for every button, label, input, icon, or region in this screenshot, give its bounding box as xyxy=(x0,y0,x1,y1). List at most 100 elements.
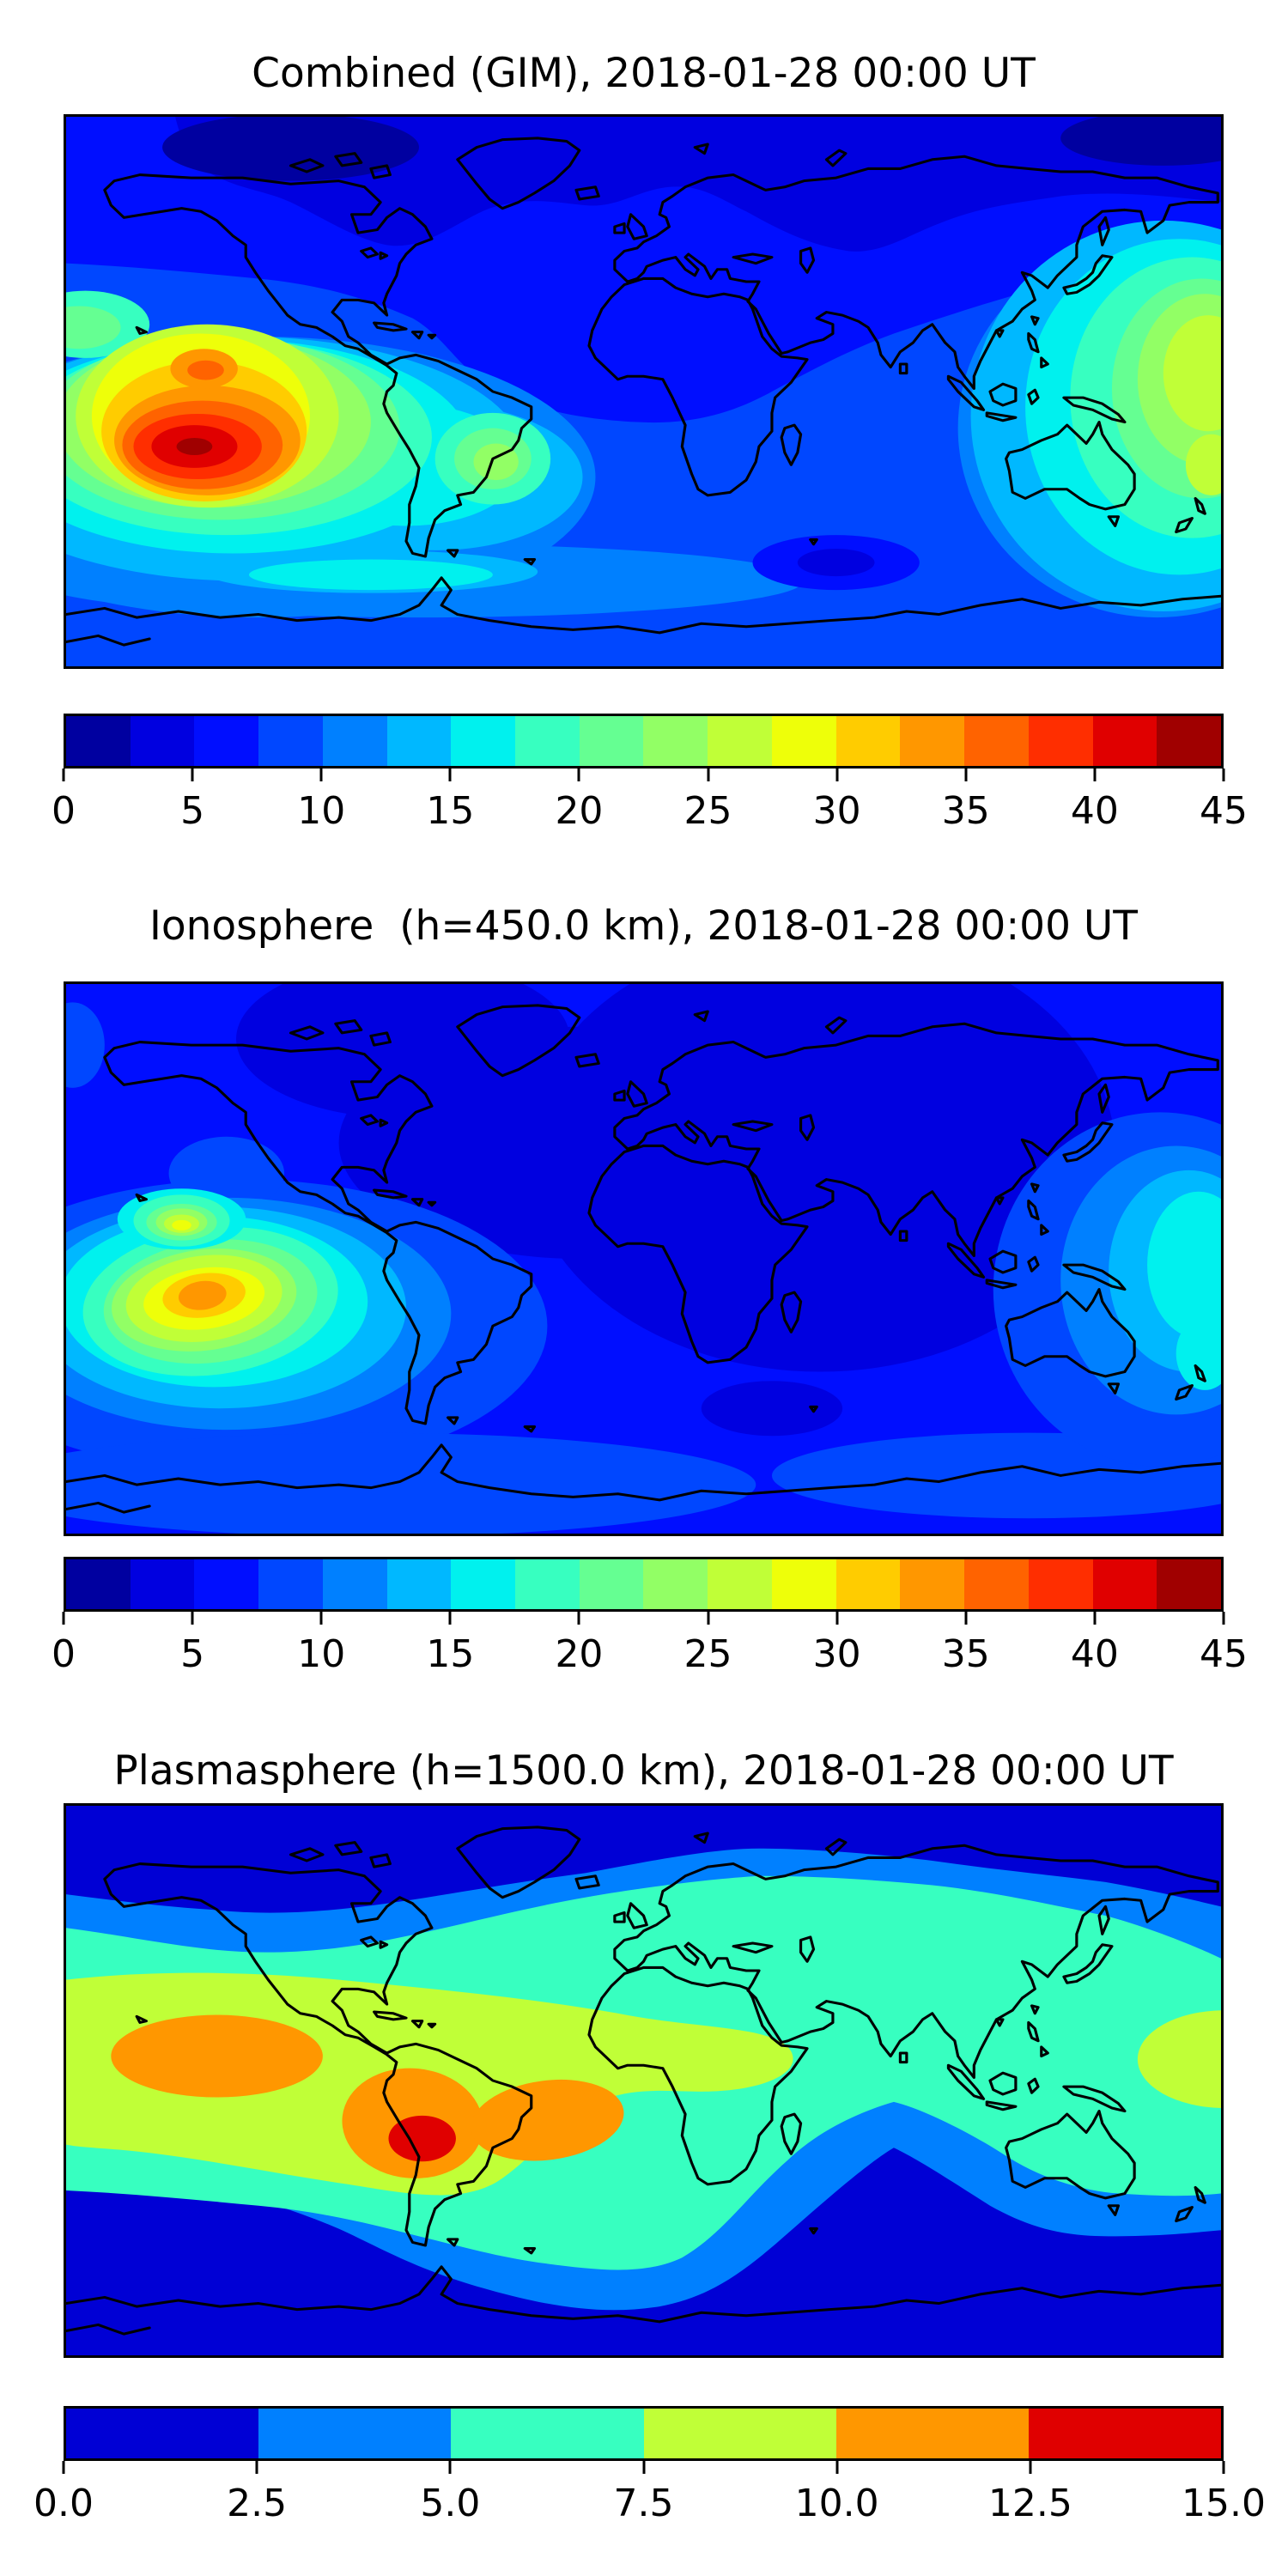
colorbar-labels-ionosphere: 0 5 10 15 20 25 30 35 40 45 xyxy=(52,1632,1248,1676)
contour-level-region xyxy=(175,117,1221,252)
map-ionosphere xyxy=(64,981,1224,1536)
colorbar-segment xyxy=(964,716,1029,766)
colorbar-tick-label: 30 xyxy=(812,789,861,833)
colorbar-tick xyxy=(448,769,452,781)
panel-title-ionosphere: Ionosphere (h=450.0 km), 2018-01-28 00:0… xyxy=(149,902,1139,950)
colorbar-segment xyxy=(771,716,836,766)
colorbar-tick xyxy=(964,769,968,781)
colorbar-tick-label: 10.0 xyxy=(794,2482,879,2525)
colorbar-tick xyxy=(1029,2461,1032,2474)
colorbar-tick-label: 45 xyxy=(1200,789,1248,833)
colorbar-segment xyxy=(643,1559,708,1609)
contour-level-region xyxy=(1060,117,1221,166)
contour-level-region xyxy=(797,549,875,577)
colorbar-tick-label: 40 xyxy=(1070,789,1119,833)
colorbar-tick xyxy=(642,2461,645,2474)
colorbar-segment xyxy=(451,1559,516,1609)
colorbar-segment xyxy=(900,1559,965,1609)
colorbar-segment xyxy=(1092,716,1157,766)
colorbar-segment xyxy=(708,1559,772,1609)
colorbar-tick xyxy=(255,2461,258,2474)
contour-level-region xyxy=(178,1280,227,1310)
colorbar-tick-label: 5 xyxy=(180,1632,205,1676)
colorbar-segment xyxy=(130,1559,195,1609)
contour-level-region xyxy=(1163,315,1221,432)
colorbar-segment xyxy=(386,1559,452,1609)
colorbar-tick-label: 2.5 xyxy=(227,2482,288,2525)
colorbar-segment xyxy=(579,716,644,766)
colorbar-segment xyxy=(258,2409,452,2458)
colorbar-segment xyxy=(194,716,259,766)
colorbar-tick xyxy=(1222,2461,1225,2474)
colorbar-tick-label: 20 xyxy=(555,1632,604,1676)
colorbar-segment xyxy=(258,716,323,766)
colorbar-segment xyxy=(643,2409,836,2458)
colorbar-tick xyxy=(707,769,710,781)
contour-level-region xyxy=(176,438,213,455)
colorbar-segment xyxy=(66,716,131,766)
tec-map-svg-plasmasphere xyxy=(66,1806,1221,2355)
colorbar-labels-plasmasphere: 0.0 2.5 5.0 7.5 10.0 12.5 15.0 xyxy=(33,2482,1266,2525)
colorbar-segment xyxy=(900,716,965,766)
colorbar-segment xyxy=(579,1559,644,1609)
colorbar-segment xyxy=(835,716,901,766)
tec-map-svg-ionosphere xyxy=(66,984,1221,1534)
colorbar-segment xyxy=(835,1559,901,1609)
map-plasmasphere xyxy=(64,1803,1224,2358)
colorbar-tick-label: 25 xyxy=(683,1632,732,1676)
colorbar-tick xyxy=(448,2461,452,2474)
colorbar-tick-label: 10 xyxy=(297,1632,346,1676)
colorbar-segment xyxy=(451,716,516,766)
colorbar-tick-label: 20 xyxy=(555,789,604,833)
colorbar-segment xyxy=(1028,1559,1093,1609)
contour-level-region xyxy=(338,1026,820,1259)
contour-level-region xyxy=(187,360,224,380)
contour-level-region xyxy=(388,2115,456,2162)
colorbar-tick xyxy=(62,2461,65,2474)
colorbar-segment xyxy=(1092,1559,1157,1609)
map-combined xyxy=(64,114,1224,669)
colorbar-tick-label: 7.5 xyxy=(613,2482,674,2525)
contour-level-region xyxy=(1185,434,1221,495)
colorbar-tick xyxy=(1222,1612,1225,1625)
contour-level-region xyxy=(701,1381,843,1437)
colorbar-tick xyxy=(835,2461,839,2474)
colorbar-segment xyxy=(643,716,708,766)
colorbar-tick-label: 40 xyxy=(1070,1632,1119,1676)
colorbar-segment xyxy=(771,1559,836,1609)
colorbar-combined xyxy=(64,714,1224,769)
colorbar-tick-label: 12.5 xyxy=(987,2482,1072,2525)
colorbar-segment xyxy=(66,2409,259,2458)
colorbar-tick xyxy=(319,769,323,781)
colorbar-segment xyxy=(1157,1559,1221,1609)
colorbar-tick-label: 30 xyxy=(812,1632,861,1676)
contour-level-region xyxy=(111,2014,323,2098)
colorbar-tick xyxy=(448,1612,452,1625)
colorbar-tick-label: 15.0 xyxy=(1182,2482,1266,2525)
contour-level-region xyxy=(66,1002,105,1088)
colorbar-segment xyxy=(835,2409,1029,2458)
colorbar-tick-label: 15 xyxy=(426,1632,475,1676)
colorbar-tick-label: 45 xyxy=(1200,1632,1248,1676)
colorbar-segment xyxy=(66,1559,131,1609)
contour-level-region xyxy=(1137,2010,1221,2108)
colorbar-segment xyxy=(1028,716,1093,766)
colorbar-tick xyxy=(1093,769,1097,781)
colorbar-tick-label: 35 xyxy=(941,789,990,833)
colorbar-tick xyxy=(191,769,194,781)
colorbar-segment xyxy=(708,716,772,766)
colorbar-tick xyxy=(191,1612,194,1625)
contour-level-region xyxy=(172,1219,191,1230)
colorbar-plasmasphere xyxy=(64,2406,1224,2461)
contour-level-region xyxy=(162,117,419,181)
colorbar-tick-label: 35 xyxy=(941,1632,990,1676)
world-coastline xyxy=(66,1826,1221,2336)
colorbar-tick xyxy=(1093,1612,1097,1625)
colorbar-tick-label: 10 xyxy=(297,789,346,833)
colorbar-segment xyxy=(451,2409,644,2458)
colorbar-tick-label: 15 xyxy=(426,789,475,833)
colorbar-segment xyxy=(322,1559,387,1609)
colorbar-tick-label: 5.0 xyxy=(420,2482,481,2525)
panel-title-combined: Combined (GIM), 2018-01-28 00:00 UT xyxy=(252,50,1036,97)
